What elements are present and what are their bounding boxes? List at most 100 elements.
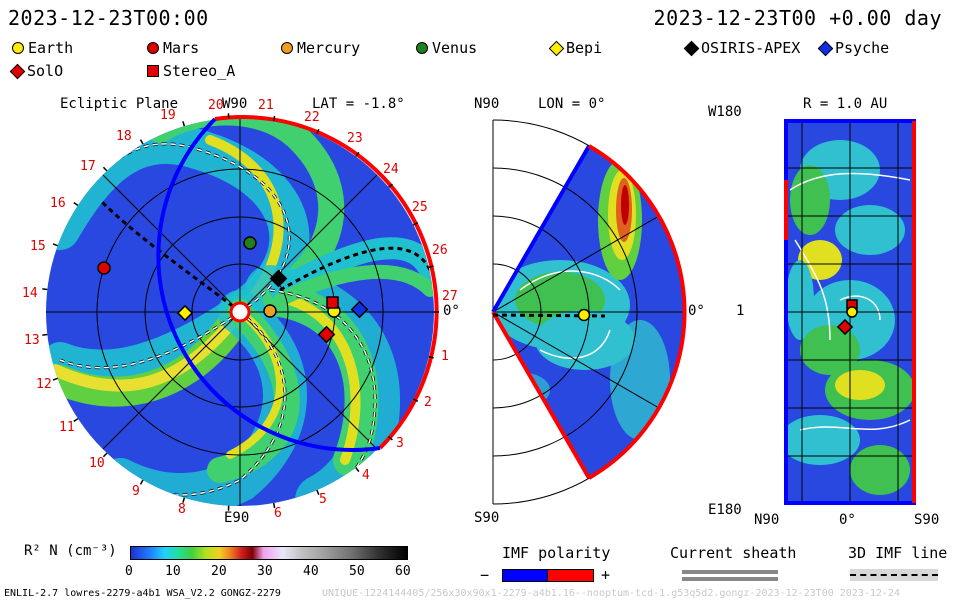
ecliptic-lat-label: LAT = -1.8° [312,96,405,112]
carrington-label: 14 [22,286,38,301]
footer-left: ENLIL-2.7 lowres-2279-a4b1 WSA_V2.2 GONG… [4,588,281,599]
ring-tick [428,356,434,359]
ring-tick [413,398,419,402]
radial-r-label: R = 1.0 AU [803,96,888,112]
legend-label: Mercury [297,39,361,57]
ring-tick [52,243,58,247]
legend-item-earth: Earth [12,39,73,57]
carrington-label: 3 [396,436,404,451]
carrington-label: 25 [412,200,428,215]
ring-tick [73,417,79,422]
mercury-marker [263,304,277,318]
radial-x-label-right: S90 [914,512,940,528]
ring-tick [316,128,320,135]
earth-marker-meridional [577,308,591,322]
ring-tick [102,452,108,458]
carrington-label: 27 [442,289,458,304]
carrington-label: 13 [24,333,40,348]
radial-mid-left-label: 1 [736,303,745,319]
timestamp-left: 2023-12-23T00:00 [8,6,209,30]
ring-tick [355,467,360,473]
current-sheath-title: Current sheath [670,544,797,562]
carrington-label: 9 [132,484,140,499]
legend-item-bepi: Bepi [548,39,603,57]
footer-right: UNIQUE-1224144405/256x30x90x1-2279-a4b1.… [322,588,900,599]
legend-item-osiris-apex: OSIRIS-APEX [683,39,801,57]
legend-label: Bepi [566,39,603,57]
legend-item-psyche: Psyche [817,39,890,57]
carrington-label: 5 [319,492,327,507]
ring-tick [413,222,419,226]
ecliptic-top-label: W90 [222,96,248,112]
ring-tick [139,479,144,485]
stereo-a-marker [326,296,339,309]
bepi-marker [176,304,194,322]
imf-polarity-plus: + [601,566,611,584]
colorbar-gradient [130,546,408,560]
legend-label: Mars [163,39,200,57]
ring-tick [388,436,393,441]
meridional-top-label: N90 [474,96,500,112]
venus-marker-icon [416,42,428,54]
carrington-label: 4 [362,468,370,483]
meridional-lon-label: LON = 0° [538,96,606,112]
mars-marker [97,261,111,275]
imf-polarity-minus: − [480,566,490,584]
colorbar-tick: 20 [211,564,227,579]
sun-icon [229,301,251,323]
psyche-marker [350,300,369,319]
solo-marker [317,325,336,344]
ring-tick [388,183,393,188]
meridional-right-label: 0° [688,303,705,319]
colorbar-tick: 50 [349,564,365,579]
stereo-a-marker-icon [147,65,159,77]
imf-polarity-title: IMF polarity [502,544,611,562]
carrington-label: 8 [178,502,186,517]
colorbar-tick: 0 [125,564,133,579]
legend-item-mercury: Mercury [281,39,360,57]
carrington-label: 11 [59,420,75,435]
current-sheath-swatch-bottom [682,577,778,581]
ring-tick [428,265,434,268]
legend-label: Earth [28,39,74,57]
carrington-label: 10 [89,456,105,471]
timestamp-right: 2023-12-23T00 +0.00 day [653,6,942,30]
legend-label: SolO [27,62,64,80]
carrington-label: 16 [50,196,66,211]
earth-marker-radial [846,306,858,318]
radial-x-label-left: N90 [754,512,780,528]
legend-label: Psyche [835,39,890,57]
ring-tick [272,502,276,509]
legend-label: Venus [432,39,478,57]
carrington-label: 12 [36,377,52,392]
ring-tick [52,377,58,381]
venus-marker [243,236,257,250]
ring-tick [139,139,144,145]
imf-polarity-negative-swatch [502,569,549,582]
ring-tick [42,288,48,291]
carrington-label: 26 [432,243,448,258]
legend-label: OSIRIS-APEX [701,39,801,57]
colorbar-tick: 10 [165,564,181,579]
radial-x-label-mid: 0° [839,512,856,528]
colorbar-tick: 60 [395,564,411,579]
solo-marker-radial [836,318,854,336]
ring-tick [102,166,108,172]
carrington-label: 15 [30,239,46,254]
radial-top-left-label: W180 [708,104,742,120]
ecliptic-right-label: 0° [443,303,460,319]
carrington-label: 17 [80,159,96,174]
radial-bottom-left-label: E180 [708,502,742,518]
colorbar-tick: 40 [303,564,319,579]
imf-line-title: 3D IMF line [848,544,948,562]
carrington-label: 2 [424,395,432,410]
legend-item-venus: Venus [416,39,477,57]
mars-marker-icon [147,42,159,54]
legend-item-solo: SolO [9,62,64,80]
imf-line-swatch [850,574,938,576]
carrington-label: 1 [441,349,449,364]
ring-tick [355,151,360,157]
carrington-label: 21 [258,98,274,113]
